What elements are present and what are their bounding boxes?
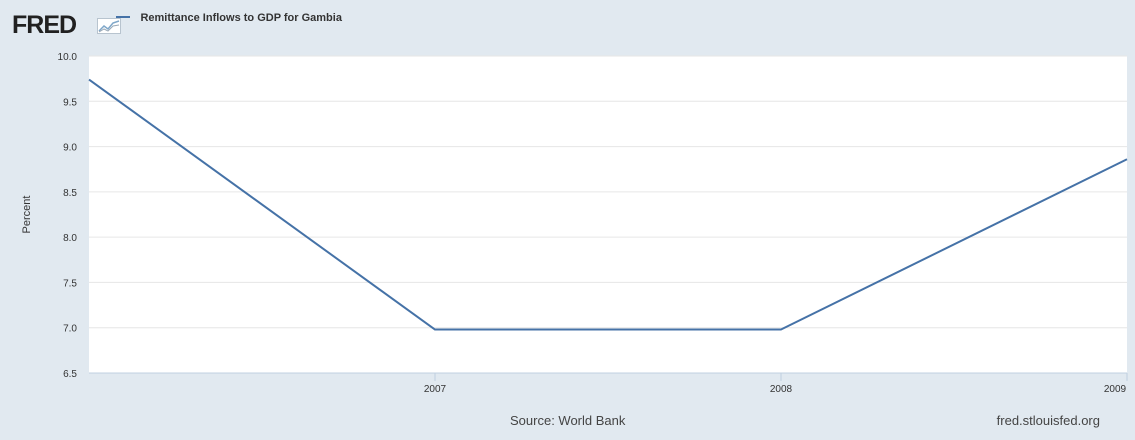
y-tick-label: 7.0	[63, 324, 77, 335]
y-tick-label: 10.0	[58, 52, 78, 63]
plot-area	[89, 56, 1127, 373]
legend-swatch	[116, 15, 130, 18]
data-point[interactable]	[86, 77, 92, 83]
fred-logo[interactable]: FRED	[12, 11, 77, 39]
y-tick-label: 8.0	[63, 233, 77, 244]
x-tick-label: 2007	[424, 384, 447, 395]
series-group	[86, 77, 1130, 333]
x-tick-label: 2008	[770, 384, 793, 395]
legend: Remittance Inflows to GDP for Gambia	[116, 9, 342, 24]
y-axis-ticks: 6.5 7.0 7.5 8.0 8.5 9.0 9.5 10.0	[58, 52, 78, 380]
legend-label: Remittance Inflows to GDP for Gambia	[140, 11, 342, 24]
y-tick-label: 6.5	[63, 369, 77, 380]
fred-graph-icon	[97, 18, 121, 34]
series-line[interactable]	[88, 78, 1128, 331]
y-tick-label: 9.5	[63, 97, 77, 108]
x-tick-label: 2009	[1104, 384, 1127, 395]
y-tick-label: 8.5	[63, 188, 77, 199]
data-point[interactable]	[432, 327, 438, 333]
x-axis-ticks: 2007 2008 2009	[89, 372, 1128, 395]
y-tick-label: 7.5	[63, 278, 77, 289]
fred-url-link[interactable]: fred.stlouisfed.org	[996, 413, 1100, 428]
grid-lines	[89, 55, 1127, 374]
y-tick-label: 9.0	[63, 143, 77, 154]
data-point[interactable]	[778, 327, 784, 333]
source-note: Source: World Bank	[510, 413, 626, 428]
data-point[interactable]	[1124, 156, 1130, 162]
y-axis-label: Percent	[21, 196, 33, 234]
